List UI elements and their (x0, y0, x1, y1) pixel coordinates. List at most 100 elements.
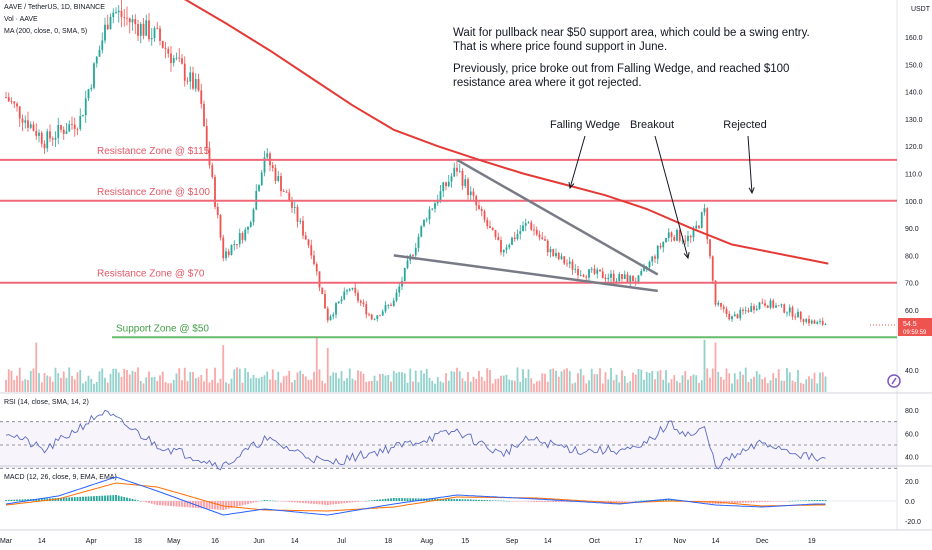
volume-bar (450, 371, 453, 392)
volume-bar (65, 377, 68, 392)
volume-bar (431, 380, 434, 392)
macd-hist-bar (346, 501, 348, 503)
macd-hist-bar (16, 499, 18, 501)
volume-bar (824, 376, 827, 392)
macd-hist-bar (563, 501, 566, 502)
candle-body (417, 236, 420, 248)
volume-bar (637, 368, 640, 392)
volume-bar (93, 383, 95, 392)
volume-bar (109, 373, 112, 392)
candle-body (445, 182, 447, 187)
macd-hist-bar (387, 498, 390, 501)
macd-hist-bar (104, 495, 106, 501)
macd-hist-bar (274, 500, 277, 502)
macd-hist-bar (128, 498, 131, 501)
macd-hist-bar (398, 498, 401, 501)
time-tick-label: 14 (38, 538, 46, 545)
time-tick-label: 17 (635, 538, 643, 545)
macd-hist-bar (150, 501, 153, 504)
macd-hist-bar (643, 500, 645, 501)
volume-bar (596, 374, 599, 392)
candle-body (590, 268, 593, 270)
candle-body (500, 240, 502, 253)
candle-body (604, 277, 607, 280)
volume-bar (417, 382, 420, 392)
volume-bar (706, 368, 709, 392)
volume-bar (560, 371, 563, 392)
candle-body (662, 241, 665, 248)
macd-hist-bar (527, 501, 530, 502)
macd-hist-bar (461, 499, 464, 501)
volume-bar (588, 380, 590, 392)
macd-hist-bar (13, 499, 16, 501)
macd-hist-bar (549, 501, 552, 502)
candle-body (302, 220, 304, 236)
time-tick-label: Nov (674, 538, 687, 545)
macd-hist-bar (84, 496, 87, 501)
macd-hist-bar (489, 500, 491, 501)
candle-body (483, 211, 486, 220)
macd-hist-bar (447, 498, 450, 501)
candle-body (274, 168, 277, 181)
volume-bar (684, 371, 687, 392)
macd-hist-bar (335, 501, 337, 505)
volume-bar (318, 369, 321, 392)
volume-bar (467, 372, 469, 392)
candle-body (467, 179, 469, 195)
candle-body (640, 270, 643, 276)
candle-body (296, 207, 299, 222)
macd-hist-bar (786, 501, 788, 502)
volume-bar (703, 339, 706, 392)
volume-bar (458, 371, 461, 392)
macd-hist-bar (227, 501, 230, 509)
volume-bar (791, 380, 794, 392)
candle-body (362, 302, 365, 305)
volume-bar (82, 383, 84, 392)
macd-hist-bar (5, 500, 7, 501)
candle-body (618, 274, 621, 282)
macd-hist-bar (211, 501, 214, 510)
macd-hist-bar (178, 501, 181, 507)
macd-hist-bar (819, 500, 821, 501)
macd-hist-bar (560, 501, 563, 502)
candle-body (758, 302, 761, 309)
macd-hist-bar (783, 501, 786, 502)
candle-body (280, 176, 282, 192)
macd-hist-bar (164, 501, 167, 506)
volume-bar (150, 377, 153, 392)
macd-hist-bar (269, 500, 271, 501)
time-tick-label: 14 (291, 538, 299, 545)
candle-body (728, 313, 731, 320)
candle-body (5, 97, 7, 98)
volume-bar (753, 376, 755, 392)
volume-bar (43, 373, 46, 392)
candle-body (461, 170, 464, 186)
macd-hist-bar (170, 501, 172, 507)
candle-body (51, 138, 54, 140)
macd-hist-bar (428, 498, 431, 501)
candle-body (216, 206, 219, 215)
volume-bar (816, 383, 819, 392)
macd-hist-bar (780, 501, 783, 502)
macd-hist-bar (390, 498, 392, 501)
volume-bar (519, 381, 522, 392)
volume-bar (700, 380, 703, 392)
macd-hist-bar (307, 501, 310, 504)
macd-hist-bar (203, 501, 205, 509)
candle-body (552, 249, 555, 257)
candle-body (665, 237, 667, 242)
candle-body (568, 261, 571, 264)
time-tick-label: Dec (756, 538, 769, 545)
candle-body (266, 153, 269, 158)
candle-body (134, 19, 137, 25)
macd-hist-bar (533, 501, 535, 502)
volume-bar (277, 371, 280, 392)
rsi-band-fill (0, 421, 897, 469)
price-tick-label: 100.0 (905, 199, 923, 206)
volume-bar (161, 371, 164, 392)
candle-body (744, 310, 747, 312)
volume-bar (76, 372, 79, 392)
volume-bar (456, 367, 458, 392)
volume-bar (604, 372, 607, 392)
